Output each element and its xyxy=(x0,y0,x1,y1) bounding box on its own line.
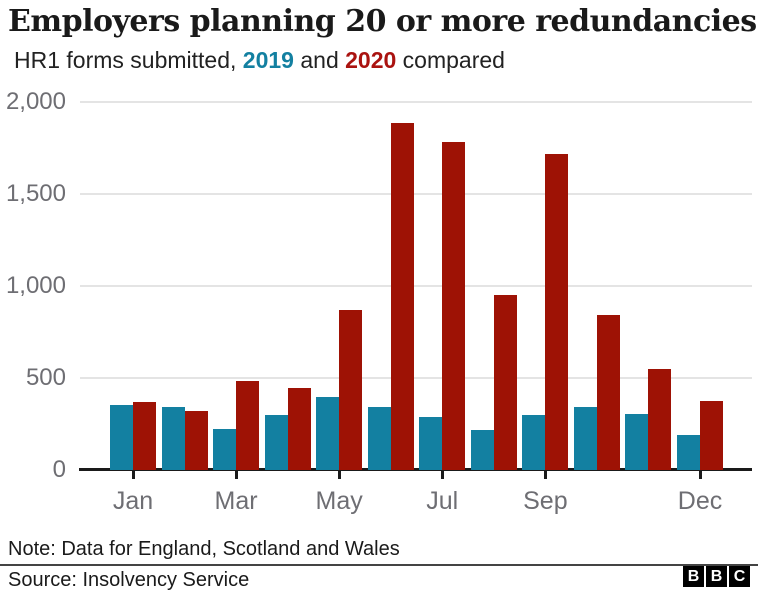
bar-2020-sep xyxy=(545,153,569,470)
bbc-logo-letter-1: B xyxy=(706,566,727,587)
subtitle-prefix: HR1 forms submitted, xyxy=(14,47,243,73)
x-tick-jan xyxy=(131,470,135,479)
x-tick-jul xyxy=(440,470,444,479)
legend-year-2020: 2020 xyxy=(345,47,397,73)
x-tick-sep xyxy=(543,470,547,479)
gridline-500 xyxy=(80,377,752,379)
bar-2019-sep xyxy=(522,414,546,470)
y-axis-label-0: 0 xyxy=(52,456,66,483)
bar-2020-oct xyxy=(596,315,620,470)
bar-2019-mar xyxy=(213,428,237,470)
x-axis-label-sep: Sep xyxy=(523,487,568,515)
bar-2019-apr xyxy=(264,414,288,470)
bar-2020-jun xyxy=(390,123,414,470)
chart-source: Source: Insolvency Service xyxy=(8,569,250,591)
bar-2019-jan xyxy=(110,404,133,470)
bar-2019-jun xyxy=(367,406,391,470)
bar-2020-aug xyxy=(493,295,517,470)
bar-2020-jan xyxy=(133,401,156,470)
legend-year-2019: 2019 xyxy=(242,47,294,73)
x-axis-label-may: May xyxy=(315,487,363,515)
bar-2019-nov xyxy=(625,413,649,470)
bar-2020-may xyxy=(339,309,363,470)
bar-2020-nov xyxy=(648,368,672,470)
bar-2020-apr xyxy=(287,388,311,470)
x-axis-baseline xyxy=(79,468,752,471)
bar-2019-jul xyxy=(419,416,443,470)
gridline-2000 xyxy=(80,101,752,103)
y-axis-label-2000: 2,000 xyxy=(5,88,66,115)
bar-2020-dec xyxy=(700,401,723,470)
x-axis-label-dec: Dec xyxy=(677,487,723,515)
x-tick-dec xyxy=(698,470,702,479)
y-axis-label-1500: 1,500 xyxy=(5,180,66,207)
y-axis-label-500: 500 xyxy=(25,364,66,391)
bar-2020-feb xyxy=(184,411,208,470)
x-axis-label-jul: Jul xyxy=(426,487,459,515)
gridline-1500 xyxy=(80,193,752,195)
bar-2019-aug xyxy=(470,429,494,470)
gridline-1000 xyxy=(80,285,752,287)
bar-2020-jul xyxy=(442,142,466,470)
bar-2019-feb xyxy=(161,406,185,470)
bar-2020-mar xyxy=(236,380,260,470)
bar-2019-oct xyxy=(573,406,597,470)
chart-title: Employers planning 20 or more redundanci… xyxy=(8,4,757,39)
x-axis-label-jan: Jan xyxy=(112,487,154,515)
bar-2019-dec xyxy=(677,435,700,470)
x-tick-mar xyxy=(234,470,238,479)
bar-2019-may xyxy=(316,397,340,470)
chart-subtitle: HR1 forms submitted, 2019 and 2020 compa… xyxy=(14,47,754,74)
subtitle-mid: and xyxy=(293,47,346,73)
subtitle-suffix: compared xyxy=(396,47,505,73)
footer-divider xyxy=(0,564,758,566)
bbc-logo-letter-0: B xyxy=(683,566,704,587)
x-axis-label-mar: Mar xyxy=(214,487,258,515)
chart-note: Note: Data for England, Scotland and Wal… xyxy=(8,538,400,560)
y-axis-label-1000: 1,000 xyxy=(5,272,66,299)
bbc-logo-letter-2: C xyxy=(729,566,750,587)
x-tick-may xyxy=(337,470,341,479)
